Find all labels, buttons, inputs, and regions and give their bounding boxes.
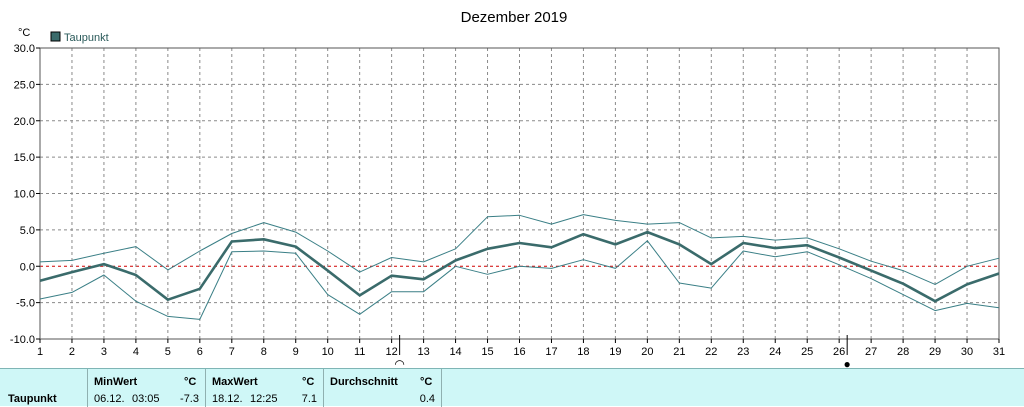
min-date: 06.12. xyxy=(94,393,125,405)
x-tick-label: 20 xyxy=(641,346,653,358)
x-tick-label: 25 xyxy=(801,346,813,358)
y-axis: 30.0 25.0 20.0 15.0 10.0 5.0 0.0 -5.0 -10.0 xyxy=(10,43,40,346)
x-tick-label: 10 xyxy=(322,346,334,358)
max-header: MaxWert xyxy=(212,376,258,388)
y-tick-label: -10.0 xyxy=(10,334,35,346)
y-tick-label: 0.0 xyxy=(20,261,35,273)
x-tick-label: 13 xyxy=(417,346,429,358)
y-tick-label: 10.0 xyxy=(14,189,35,201)
min-value: -7.3 xyxy=(180,393,199,405)
x-tick-label: 21 xyxy=(673,346,685,358)
x-tick-label: 16 xyxy=(513,346,525,358)
y-tick-label: 25.0 xyxy=(14,79,35,91)
new-moon-icon: ● xyxy=(844,357,851,368)
min-header: MinWert xyxy=(94,376,138,388)
x-tick-label: 19 xyxy=(609,346,621,358)
min-unit: °C xyxy=(184,376,197,388)
x-tick-label: 14 xyxy=(449,346,461,358)
series-lines xyxy=(39,214,1000,320)
x-tick-label: 6 xyxy=(197,346,203,358)
legend-label: Taupunkt xyxy=(64,32,109,44)
x-tick-label: 7 xyxy=(229,346,235,358)
x-tick-label: 3 xyxy=(101,346,107,358)
series-line-mean xyxy=(39,230,1000,303)
statistics-panel: Taupunkt MinWert °C 06.12. 03:05 -7.3 Ma… xyxy=(0,368,1024,407)
y-tick-label: 20.0 xyxy=(14,116,35,128)
x-tick-label: 1 xyxy=(37,346,43,358)
x-tick-label: 18 xyxy=(577,346,589,358)
max-unit: °C xyxy=(302,376,315,388)
x-tick-label: 30 xyxy=(961,346,973,358)
avg-value: 0.4 xyxy=(419,393,435,405)
x-tick-label: 28 xyxy=(897,346,909,358)
x-tick-label: 8 xyxy=(261,346,267,358)
x-tick-label: 29 xyxy=(929,346,941,358)
moon-markers: ◠ ● xyxy=(394,335,851,368)
series-line-max xyxy=(39,214,1000,285)
x-tick-label: 12 xyxy=(386,346,398,358)
series-line-min xyxy=(39,240,1000,320)
min-time: 03:05 xyxy=(132,393,160,405)
avg-unit: °C xyxy=(420,376,433,388)
x-tick-label: 2 xyxy=(69,346,75,358)
y-tick-label: 15.0 xyxy=(14,152,35,164)
stats-max-cell: MaxWert °C 18.12. 12:25 7.1 xyxy=(206,369,324,407)
stats-row-label-cell: Taupunkt xyxy=(0,369,88,407)
y-tick-label: -5.0 xyxy=(16,298,35,310)
x-tick-label: 9 xyxy=(293,346,299,358)
x-tick-label: 22 xyxy=(705,346,717,358)
x-axis: 1 2 3 4 5 6 7 8 9 10 11 12 13 14 15 16 17 18 19 20 21 22 23 24 2… xyxy=(37,339,1005,358)
x-tick-label: 23 xyxy=(737,346,749,358)
max-date: 18.12. xyxy=(212,393,243,405)
moon-first-quarter-icon: ◠ xyxy=(394,357,404,368)
x-tick-label: 31 xyxy=(993,346,1005,358)
legend-swatch xyxy=(50,31,61,42)
max-value: 7.1 xyxy=(301,393,317,405)
stats-min-cell: MinWert °C 06.12. 03:05 -7.3 xyxy=(88,369,206,407)
chart-title: Dezember 2019 xyxy=(461,9,568,26)
y-tick-label: 5.0 xyxy=(20,225,35,237)
stats-avg-cell: Durchschnitt °C 0.4 xyxy=(324,369,442,407)
dew-point-chart: Dezember 2019 °C Taupunkt 30.025.020.015… xyxy=(10,9,1005,368)
avg-header: Durchschnitt xyxy=(330,376,398,388)
x-tick-label: 5 xyxy=(165,346,171,358)
x-tick-label: 15 xyxy=(481,346,493,358)
x-tick-label: 26 xyxy=(833,346,845,358)
x-tick-label: 24 xyxy=(769,346,781,358)
x-tick-label: 11 xyxy=(354,346,365,358)
grid xyxy=(39,47,1000,340)
y-axis-unit: °C xyxy=(18,27,30,39)
y-tick-label: 30.0 xyxy=(14,43,35,55)
stats-row-label: Taupunkt xyxy=(8,393,57,405)
x-tick-label: 17 xyxy=(545,346,557,358)
x-tick-label: 4 xyxy=(133,346,139,358)
x-tick-label: 27 xyxy=(865,346,877,358)
max-time: 12:25 xyxy=(250,393,278,405)
